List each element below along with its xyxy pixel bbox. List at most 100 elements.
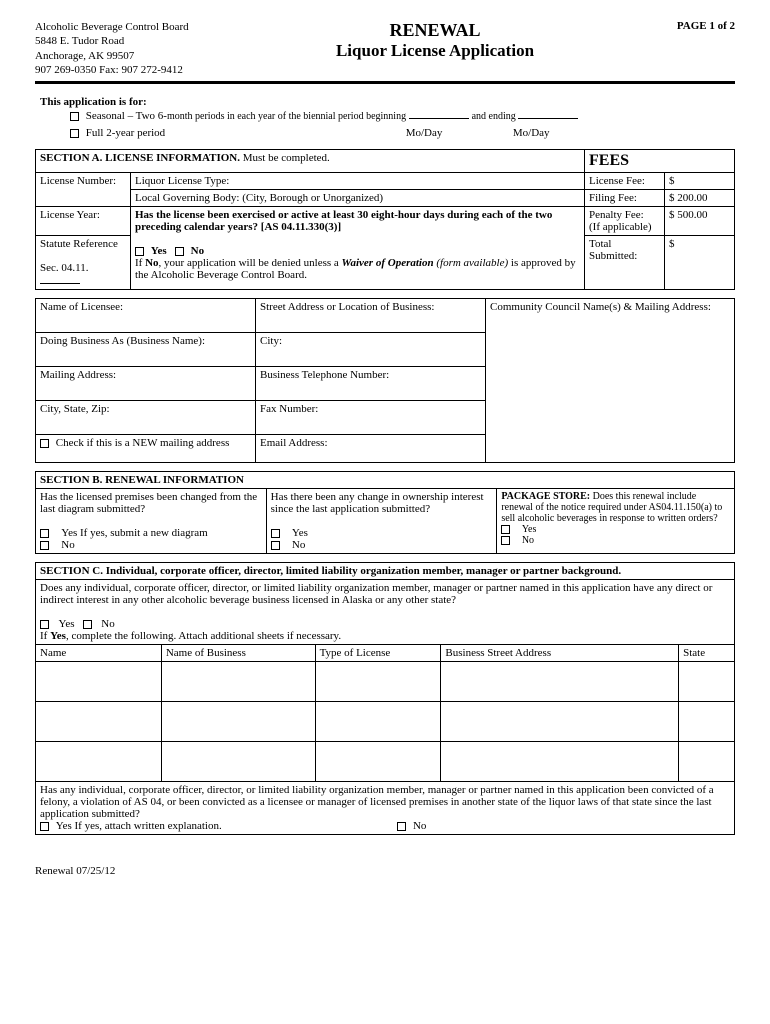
- penalty-fee-amt: $ 500.00: [665, 207, 735, 236]
- org-name: Alcoholic Beverage Control Board: [35, 20, 235, 34]
- exercise-no-checkbox[interactable]: [175, 247, 184, 256]
- application-for: This application is for: Seasonal – Two …: [40, 96, 735, 141]
- local-body-cell: Local Governing Body: (City, Borough or …: [131, 190, 585, 207]
- statute-ref: Statute Reference: [40, 238, 118, 250]
- secc-q2-yes: Yes If yes, attach written explanation.: [56, 820, 222, 832]
- seasonal-text-a: Seasonal – Two 6-: [86, 110, 167, 122]
- section-a-business-table: Name of Licensee: Street Address or Loca…: [35, 298, 735, 463]
- pkg-bold: PACKAGE STORE:: [501, 491, 590, 502]
- col-state: State: [679, 645, 735, 662]
- secb-q1-yes: Yes If yes, submit a new diagram: [61, 527, 207, 539]
- new-mailing-checkbox[interactable]: [40, 439, 49, 448]
- and-ending: and ending: [472, 111, 516, 122]
- secc-q1: Does any individual, corporate officer, …: [40, 582, 712, 606]
- exercise-no: No: [191, 245, 204, 257]
- secc-ifyes-b: Yes: [50, 630, 66, 642]
- org-phone: 907 269-0350 Fax: 907 272-9412: [35, 63, 235, 77]
- secb-q2-yes-checkbox[interactable]: [271, 529, 280, 538]
- end-blank[interactable]: [518, 109, 578, 119]
- section-b-table: SECTION B. RENEWAL INFORMATION Has the l…: [35, 471, 735, 554]
- secb-q2-no-checkbox[interactable]: [271, 541, 280, 550]
- secc-q2-cell: Has any individual, corporate officer, d…: [36, 782, 735, 835]
- council-cell: Community Council Name(s) & Mailing Addr…: [486, 299, 735, 463]
- total-submitted-label: Total Submitted:: [585, 236, 665, 290]
- moday1: Mo/Day: [406, 127, 443, 139]
- dba-cell: Doing Business As (Business Name):: [36, 333, 256, 367]
- page-header: Alcoholic Beverage Control Board 5848 E.…: [35, 20, 735, 77]
- license-type-cell: Liquor License Type:: [131, 173, 585, 190]
- city-cell: City:: [256, 333, 486, 367]
- form-avail: (form available): [434, 257, 509, 269]
- secc-q2-no-checkbox[interactable]: [397, 822, 406, 831]
- sec-0411: Sec. 04.11.: [40, 262, 88, 274]
- sec-c-title: SECTION C. Individual, corporate officer…: [40, 565, 618, 577]
- statute-blank[interactable]: [40, 274, 80, 284]
- secc-row2: [36, 702, 735, 742]
- mailing-addr-cell: Mailing Address:: [36, 367, 256, 401]
- pkg-yes: Yes: [522, 524, 537, 535]
- exercise-question-cell: Has the license been exercised or active…: [131, 207, 585, 290]
- title-renewal: RENEWAL: [235, 20, 635, 41]
- exercise-yes-checkbox[interactable]: [135, 247, 144, 256]
- secc-row1: [36, 662, 735, 702]
- secc-q1-cell: Does any individual, corporate officer, …: [36, 580, 735, 645]
- email-cell: Email Address:: [256, 435, 486, 463]
- col-addr: Business Street Address: [441, 645, 679, 662]
- license-fee-amt: $: [665, 173, 735, 190]
- license-fee-label: License Fee:: [585, 173, 665, 190]
- secb-q1: Has the licensed premises been changed f…: [40, 491, 257, 515]
- title-application: Liquor License Application: [235, 41, 635, 61]
- filing-fee-amt: $ 200.00: [665, 190, 735, 207]
- statute-ref-cell: Statute Reference Sec. 04.11.: [36, 236, 131, 290]
- secc-q2-yes-checkbox[interactable]: [40, 822, 49, 831]
- secb-q1-yes-checkbox[interactable]: [40, 529, 49, 538]
- ifno-a: If: [135, 257, 145, 269]
- section-c-header: SECTION C. Individual, corporate officer…: [36, 563, 735, 580]
- bus-phone-cell: Business Telephone Number:: [256, 367, 486, 401]
- secc-q2: Has any individual, corporate officer, d…: [40, 784, 714, 820]
- footer: Renewal 07/25/12: [35, 865, 735, 877]
- filing-fee-label: Filing Fee:: [585, 190, 665, 207]
- page-number: PAGE 1 of 2: [635, 20, 735, 32]
- secb-q1-no-checkbox[interactable]: [40, 541, 49, 550]
- new-mailing-cell: Check if this is a NEW mailing address: [36, 435, 256, 463]
- penalty-fee: Penalty Fee:: [589, 209, 644, 221]
- new-mailing-text: Check if this is a NEW mailing address: [56, 437, 230, 449]
- sec-a-title: SECTION A. LICENSE INFORMATION.: [40, 152, 240, 164]
- moday2: Mo/Day: [513, 127, 550, 139]
- app-for-options: Seasonal – Two 6-month periods in each y…: [70, 108, 735, 141]
- penalty-note: (If applicable): [589, 221, 652, 233]
- secb-q2: Has there been any change in ownership i…: [271, 491, 484, 515]
- secb-q2-no: No: [292, 539, 305, 551]
- full2year-text: Full 2-year period: [86, 127, 165, 139]
- section-a-header: SECTION A. LICENSE INFORMATION. Must be …: [36, 150, 585, 173]
- seasonal-checkbox[interactable]: [70, 112, 79, 121]
- org-addr1: 5848 E. Tudor Road: [35, 34, 235, 48]
- total-submitted-amt: $: [665, 236, 735, 290]
- secc-q1-yes-checkbox[interactable]: [40, 620, 49, 629]
- full2year-checkbox[interactable]: [70, 129, 79, 138]
- begin-blank[interactable]: [409, 109, 469, 119]
- pkg-yes-checkbox[interactable]: [501, 525, 510, 534]
- section-b-header: SECTION B. RENEWAL INFORMATION: [36, 472, 735, 489]
- header-rule: [35, 81, 735, 84]
- secb-pkg-cell: PACKAGE STORE: Does this renewal include…: [497, 489, 735, 554]
- secc-ifyes-a: If: [40, 630, 50, 642]
- section-c-table: SECTION C. Individual, corporate officer…: [35, 562, 735, 835]
- secc-row3: [36, 742, 735, 782]
- pkg-no-checkbox[interactable]: [501, 536, 510, 545]
- exercise-question: Has the license been exercised or active…: [135, 209, 552, 233]
- col-biz: Name of Business: [161, 645, 315, 662]
- secc-q1-no-checkbox[interactable]: [83, 620, 92, 629]
- secc-q1-yes: Yes: [59, 618, 75, 630]
- org-address: Alcoholic Beverage Control Board 5848 E.…: [35, 20, 235, 77]
- title-block: RENEWAL Liquor License Application: [235, 20, 635, 61]
- waiver: Waiver of Operation: [342, 257, 434, 269]
- secb-q2-yes: Yes: [292, 527, 308, 539]
- fax-cell: Fax Number:: [256, 401, 486, 435]
- ifno-c: , your application will be denied unless…: [159, 257, 342, 269]
- org-addr2: Anchorage, AK 99507: [35, 49, 235, 63]
- pkg-no: No: [522, 535, 534, 546]
- secc-ifyes-c: , complete the following. Attach additio…: [66, 630, 341, 642]
- col-name: Name: [36, 645, 162, 662]
